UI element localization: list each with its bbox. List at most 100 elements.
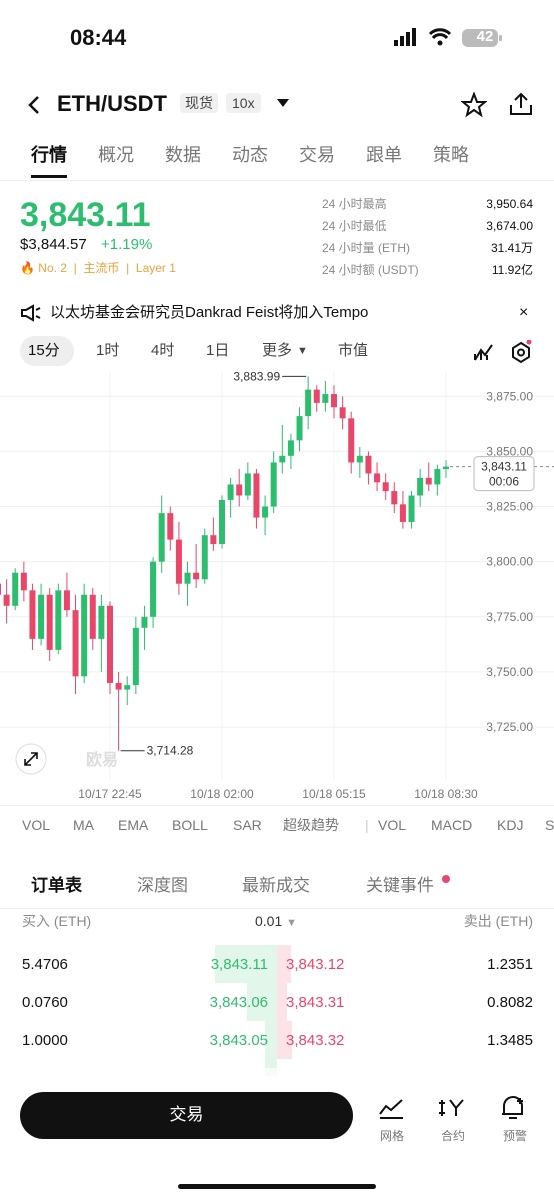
interval[interactable]: 4时 [151, 342, 175, 359]
candle-body [287, 440, 294, 456]
interval[interactable]: 市值 [338, 342, 369, 359]
candle-body [175, 539, 182, 584]
step-select[interactable]: 0.01 ▼ [255, 913, 298, 929]
candle-body [141, 616, 148, 628]
action-icons[interactable] [378, 1094, 528, 1122]
interval[interactable]: 1日 [206, 342, 230, 359]
rank: No. 2 [38, 261, 67, 275]
divider [0, 805, 554, 806]
candle-body [29, 590, 36, 639]
candle-body [313, 389, 320, 403]
book-tab[interactable]: 订单表 [31, 876, 82, 895]
dropdown-icon[interactable] [276, 98, 290, 108]
tab[interactable]: 动态 [232, 145, 268, 165]
candle-body [296, 416, 303, 441]
close-news[interactable]: × [519, 304, 529, 321]
candle-body [305, 389, 312, 417]
favorite-icon[interactable] [461, 92, 487, 118]
stat-value: 11.92亿 [491, 263, 533, 277]
leverage-tag: 10x [226, 93, 261, 113]
candle-body [132, 627, 139, 686]
tab[interactable]: 数据 [165, 145, 201, 165]
y-tick-label: 3,775.00 [486, 610, 533, 624]
depth-bar-ask [277, 945, 291, 983]
tab[interactable]: 行情 [31, 145, 67, 165]
divider [0, 180, 554, 181]
stat-value: 3,674.00 [486, 219, 533, 233]
candle-body [218, 499, 225, 545]
candle-body [46, 594, 53, 650]
candle-body [330, 394, 337, 408]
fade [0, 1068, 554, 1090]
y-tick-label: 3,725.00 [486, 720, 533, 734]
candle-body [20, 572, 27, 591]
tab[interactable]: 跟单 [366, 145, 402, 165]
candle-body [184, 572, 191, 584]
action-label: 网格 [379, 1129, 404, 1143]
news-text[interactable]: 以太坊基金会研究员Dankrad Feist将加入Tempo [50, 304, 369, 321]
indicator[interactable]: BOLL [172, 817, 208, 833]
back-button[interactable] [24, 94, 44, 116]
interval[interactable]: 1时 [96, 342, 120, 359]
ask-qty: 0.8082 [487, 994, 533, 1011]
candle-body [89, 594, 96, 639]
book-tab[interactable]: 最新成交 [242, 876, 310, 895]
action-label: 合约 [440, 1129, 465, 1143]
tab[interactable]: 交易 [299, 145, 335, 165]
step: 0.01 [255, 913, 283, 929]
chart-tools[interactable] [472, 340, 532, 364]
expand-icon [24, 752, 38, 766]
candle-body [227, 484, 234, 500]
bid-qty: 1.0000 [22, 1032, 68, 1049]
status-time: 08:44 [70, 25, 127, 50]
indicator[interactable]: SAR [233, 817, 262, 833]
candle-body [167, 513, 174, 540]
candle-body [0, 583, 2, 595]
book-tab[interactable]: 深度图 [137, 876, 188, 895]
interval[interactable]: 更多 [262, 342, 293, 359]
candle-body [55, 590, 62, 650]
low-label: 3,714.28 [147, 744, 194, 758]
ask-price: 3,843.32 [286, 1032, 345, 1049]
stat-label: 24 小时额 (USDT) [322, 263, 419, 277]
indicator[interactable]: MA [73, 817, 94, 833]
candle-body [425, 477, 432, 485]
indicator[interactable]: KDJ [497, 817, 524, 833]
indicator[interactable]: S [545, 817, 554, 833]
stat-label: 24 小时最低 [322, 219, 387, 233]
x-tick-label: 10/18 02:00 [190, 787, 254, 801]
candle-body [270, 462, 277, 507]
candle-body [3, 594, 10, 606]
current-price-box [473, 456, 535, 492]
tab[interactable]: 概况 [98, 145, 134, 165]
share-icon[interactable] [508, 91, 534, 117]
indicator[interactable]: 超级趋势 [283, 817, 339, 833]
trade-button[interactable] [20, 1092, 353, 1139]
usd-price: $3,844.57 [20, 236, 87, 253]
candle-body [210, 535, 217, 545]
divider [0, 908, 554, 909]
y-tick-label: 3,850.00 [486, 444, 533, 458]
current-price-label: 3,843.11 [481, 460, 527, 474]
candlestick-chart: 3,875.00 3,850.00 3,825.00 3,800.00 3,775.00… [0, 372, 554, 801]
candle-body [38, 594, 45, 639]
stat-value: 31.41万 [490, 241, 533, 255]
candle-body [442, 466, 449, 470]
candle-body [12, 572, 19, 606]
price-change: +1.19% [101, 236, 153, 253]
indicator[interactable]: VOL [378, 817, 407, 833]
candle-body [236, 484, 243, 496]
indicator[interactable]: EMA [118, 817, 149, 833]
stat-value: 3,950.64 [486, 197, 533, 211]
indicator[interactable]: VOL [22, 817, 51, 833]
book-tab[interactable]: 关键事件 [366, 876, 434, 895]
coin-tags: 🔥 No. 2 | 主流币 | Layer 1 [20, 261, 176, 275]
x-tick-label: 10/18 05:15 [302, 787, 366, 801]
candle-body [365, 455, 372, 474]
y-tick-label: 3,875.00 [486, 389, 533, 403]
indicator[interactable]: MACD [431, 817, 473, 833]
tab[interactable]: 策略 [433, 145, 469, 165]
interval[interactable]: 15分 [28, 342, 60, 359]
home-indicator [178, 1184, 376, 1189]
